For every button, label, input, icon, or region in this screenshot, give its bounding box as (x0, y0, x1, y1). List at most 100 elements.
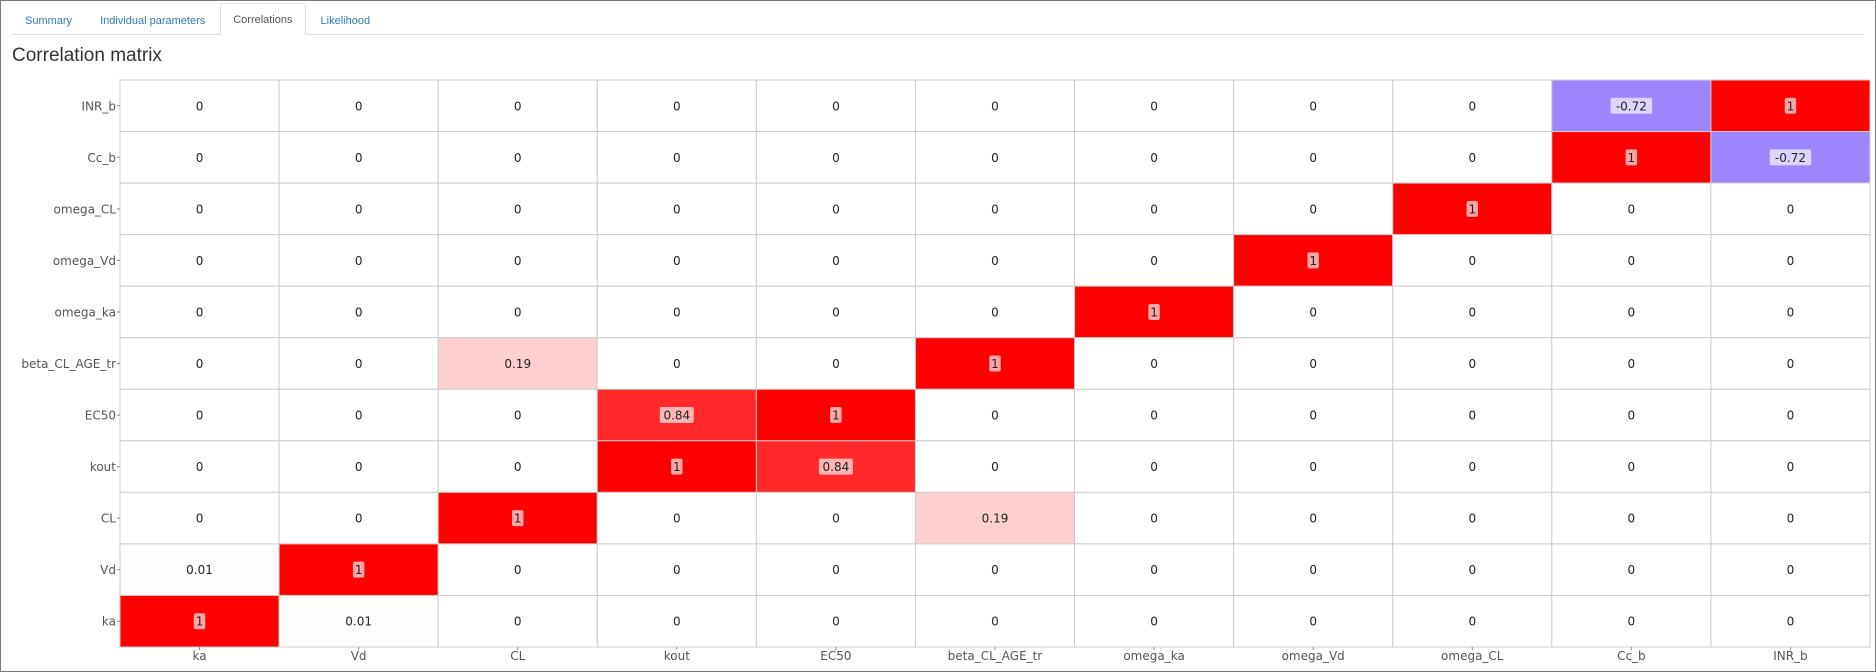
heatmap-cell (1074, 594, 1235, 648)
cell-value-label: 1 (1309, 254, 1317, 268)
cell-value-label: 0 (196, 512, 204, 526)
cell-value-label: 0 (1150, 151, 1158, 165)
heatmap-cell (1392, 79, 1553, 133)
heatmap-cell (914, 182, 1076, 236)
heatmap-cell (596, 182, 757, 236)
heatmap-cell (1392, 440, 1553, 493)
cell-value-label: 0 (1628, 254, 1636, 268)
tab-summary[interactable]: Summary (25, 15, 73, 27)
cell-value-label: 0 (1628, 202, 1636, 216)
cell-value-label: 1 (514, 512, 522, 526)
cell-value-label: 0 (991, 305, 999, 319)
x-tick-label: omega_ka (1123, 649, 1184, 663)
heatmap-cell (1551, 594, 1712, 648)
cell-value-label: 0.84 (663, 409, 690, 423)
cell-value-label: 0 (1309, 99, 1317, 113)
x-tick-label: beta_CL_AGE_tr (948, 649, 1043, 663)
cell-value-label: 0 (1468, 460, 1476, 474)
x-tick-label: INR_b (1773, 649, 1807, 663)
cell-value-label: 0 (355, 202, 363, 216)
y-tick-label: omega_Vd (53, 254, 116, 268)
tab-individual-parameters[interactable]: Individual parameters (100, 15, 206, 27)
cell-value-label: 1 (1150, 305, 1158, 319)
heatmap-cell (1233, 131, 1394, 184)
heatmap-cell (278, 440, 439, 493)
y-tick-label: CL (101, 512, 116, 526)
cell-value-label: 0 (355, 305, 363, 319)
cell-value-label: 0 (1468, 305, 1476, 319)
heatmap-cell (1392, 131, 1553, 184)
heatmap-cell (1074, 79, 1235, 133)
cell-value-label: 0 (832, 202, 840, 216)
heatmap-cell (914, 79, 1076, 133)
cell-value-label: 0 (514, 409, 522, 423)
cell-value-label: 0 (1787, 305, 1795, 319)
cell-value-label: 0 (514, 99, 522, 113)
y-tick-label: ka (102, 615, 116, 629)
cell-value-label: 0 (1150, 202, 1158, 216)
heatmap-cell (596, 337, 757, 390)
heatmap-cell (596, 285, 757, 339)
heatmap-cell (914, 491, 1076, 545)
cell-value-label: 0 (1628, 563, 1636, 577)
heatmap-cell (278, 182, 439, 236)
cell-value-label: 0 (355, 99, 363, 113)
heatmap-cell (596, 234, 757, 287)
cell-value-label: 0 (1150, 357, 1158, 371)
cell-value-label: 0 (673, 151, 681, 165)
cell-value-label: 0 (196, 409, 204, 423)
heatmap-cell (1710, 337, 1871, 390)
cell-value-label: 0 (196, 254, 204, 268)
y-tick-label: kout (90, 460, 116, 474)
cell-value-label: 0 (832, 99, 840, 113)
cell-label-background (989, 355, 1001, 372)
cell-value-label: 0 (1309, 512, 1317, 526)
heatmap-cell (1551, 543, 1712, 596)
cell-value-label: 0 (1150, 512, 1158, 526)
tab-likelihood[interactable]: Likelihood (320, 15, 371, 27)
cell-value-label: 0 (1787, 512, 1795, 526)
cell-value-label: 0 (514, 615, 522, 629)
cell-label-background (830, 407, 842, 424)
cell-value-label: 0 (1150, 99, 1158, 113)
heatmap-cell (437, 594, 598, 648)
cell-value-label: 1 (1468, 202, 1476, 216)
heatmap-cell (119, 285, 280, 339)
cell-value-label: 0 (196, 460, 204, 474)
heatmap-cell (755, 234, 916, 287)
cell-value-label: 0 (514, 305, 522, 319)
heatmap-cell (914, 543, 1076, 596)
heatmap-cell (1710, 543, 1871, 596)
heatmap-cell (278, 491, 439, 545)
y-tick-label: beta_CL_AGE_tr (21, 357, 116, 371)
cell-value-label: 0 (991, 99, 999, 113)
heatmap-cell (437, 234, 598, 287)
cell-value-label: 0 (1468, 563, 1476, 577)
heatmap-cell (437, 440, 598, 493)
heatmap-cell (1551, 491, 1712, 545)
heatmap-cell (1233, 337, 1394, 390)
cell-value-label: 0 (991, 563, 999, 577)
cell-value-label: 0 (355, 460, 363, 474)
heatmap-cell (1074, 234, 1235, 287)
cell-value-label: 0 (514, 202, 522, 216)
x-tick-label: kout (664, 649, 690, 663)
heatmap-cell (1392, 388, 1553, 442)
heatmap-cell (1074, 337, 1235, 390)
cell-label-background (1625, 149, 1638, 166)
cell-value-label: 0 (1787, 202, 1795, 216)
cell-value-label: 0 (1787, 357, 1795, 371)
heatmap-cell (1551, 234, 1712, 287)
heatmap-cell (1233, 543, 1394, 596)
tab-correlations[interactable]: Correlations (220, 3, 306, 35)
heatmap-cell (596, 594, 757, 648)
cell-label-background (671, 458, 683, 475)
cell-value-label: 0 (832, 151, 840, 165)
heatmap-cell (1551, 182, 1712, 236)
heatmap-cell (1551, 388, 1712, 442)
cell-value-label: -0.72 (1616, 99, 1647, 113)
cell-value-label: 0 (355, 151, 363, 165)
cell-value-label: 0 (673, 357, 681, 371)
cell-value-label: 0 (1309, 409, 1317, 423)
cell-value-label: 0 (1309, 202, 1317, 216)
